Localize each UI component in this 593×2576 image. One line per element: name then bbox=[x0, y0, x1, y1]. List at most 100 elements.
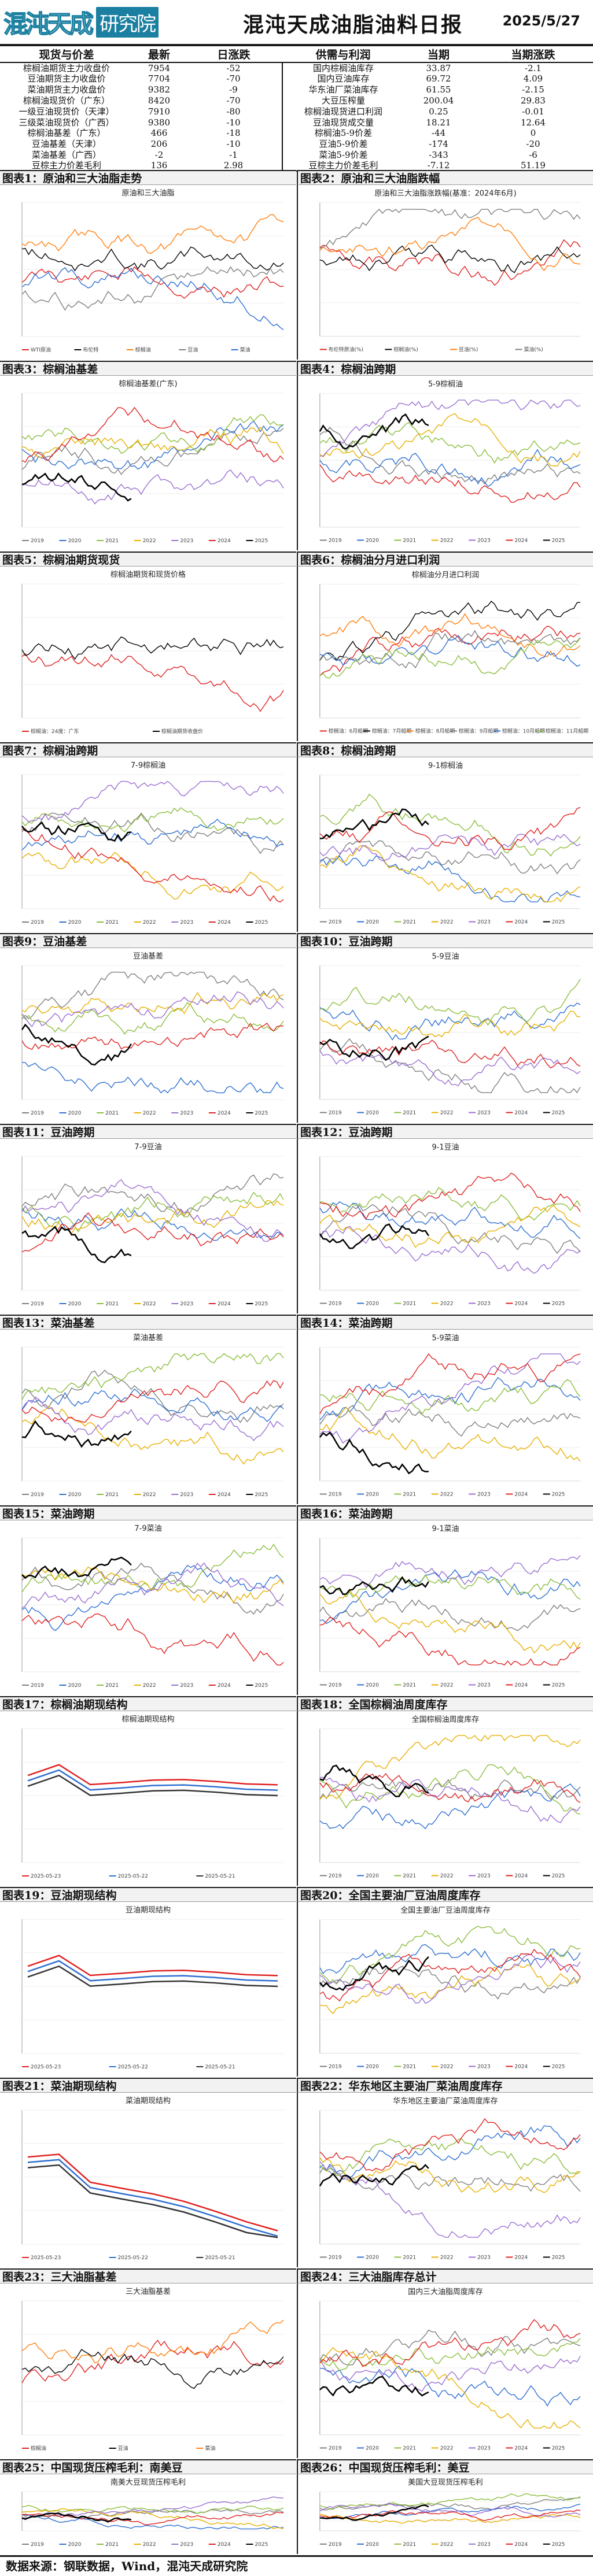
legend-label: 2025 bbox=[255, 1301, 268, 1307]
legend-label: 2025 bbox=[255, 920, 268, 926]
series-line bbox=[21, 991, 284, 1027]
chart-svg: 5-9豆油 2019 2020 2021 2022 2023 2024 2025 bbox=[297, 948, 593, 1123]
series-line bbox=[319, 1172, 581, 1220]
legend-label: 棕榈油 bbox=[135, 346, 151, 353]
legend-label: 2025 bbox=[255, 1111, 268, 1116]
series-line bbox=[319, 613, 581, 657]
figure-caption: 图表18：全国棕榈油周度库存 bbox=[297, 1696, 593, 1711]
legend-label: 2019 bbox=[31, 920, 44, 926]
legend-label: 2020 bbox=[68, 1111, 82, 1116]
series-line bbox=[319, 1574, 581, 1600]
legend-label: 2025-05-21 bbox=[205, 1874, 235, 1879]
series-line bbox=[21, 246, 284, 272]
legend-label: 棕榈油 bbox=[31, 2445, 46, 2452]
chart-svg: 国内三大油脂周度库存 2019 2020 2021 2022 2023 2024 2025 bbox=[297, 2283, 593, 2458]
legend-label: 2022 bbox=[143, 538, 156, 544]
legend-label: 2023 bbox=[477, 2255, 491, 2260]
series-line bbox=[21, 414, 284, 454]
legend-label: 2025 bbox=[552, 2445, 565, 2451]
series-line bbox=[319, 1764, 581, 1815]
logo: 混沌天成 研究院 bbox=[3, 5, 159, 39]
legend-label: 棕榈油：6月船期 bbox=[329, 727, 368, 734]
legend-label: 2020 bbox=[68, 2542, 82, 2548]
summary-cell: 7954 bbox=[148, 63, 171, 73]
series-line bbox=[319, 1226, 581, 1274]
chart-svg: 豆油基差 2019 2020 2021 2022 2023 2024 2025 bbox=[0, 948, 296, 1123]
chart-title: 菜油基差 bbox=[133, 1334, 163, 1342]
chart-title: 5-9菜油 bbox=[432, 1334, 459, 1343]
figure-23: 图表23：三大油脂基差 三大油脂基差 棕榈油 豆油 菜油 bbox=[0, 2268, 296, 2458]
figure-caption: 图表8：棕榈油跨期 bbox=[297, 742, 593, 757]
figure-caption: 图表14：菜油跨期 bbox=[297, 1315, 593, 1330]
figure-20: 图表20：全国主要油厂豆油周度库存 全国主要油厂豆油周度库存 2019 2020 202… bbox=[297, 1887, 593, 2077]
legend-label: 2023 bbox=[477, 538, 491, 543]
series-line bbox=[319, 2161, 581, 2238]
series-line bbox=[319, 834, 581, 861]
figure-caption: 图表5：棕榈油期货现货 bbox=[0, 552, 296, 567]
legend-label: 2021 bbox=[403, 1682, 416, 1688]
chart-svg: 全国棕榈油周度库存 2019 2020 2021 2022 2023 2024 2025 bbox=[297, 1711, 593, 1886]
series-line bbox=[21, 2504, 284, 2514]
series-line bbox=[319, 1011, 581, 1038]
series-line bbox=[319, 2493, 581, 2510]
summary-cell: 大豆压榨量 bbox=[282, 95, 404, 106]
series-line bbox=[319, 1588, 581, 1654]
series-line bbox=[319, 1948, 581, 2002]
legend-label: 2024 bbox=[514, 1873, 528, 1879]
right-header-0: 供需与利润 bbox=[282, 46, 404, 63]
series-line bbox=[21, 828, 284, 903]
series-line bbox=[21, 2512, 132, 2523]
figure-caption: 图表9：豆油基差 bbox=[0, 933, 296, 948]
series-line bbox=[27, 1955, 278, 1977]
summary-cell: 棕榈油期货主力收盘价 bbox=[23, 63, 110, 73]
figure-22: 图表22：华东地区主要油厂菜油周度库存 华东地区主要油厂菜油周度库存 2019 202… bbox=[297, 2078, 593, 2267]
legend-label: 2021 bbox=[403, 1301, 416, 1306]
legend-label: 2025 bbox=[552, 1301, 565, 1306]
series-line bbox=[319, 1954, 581, 2004]
chart-title: 棕榈油分月进口利润 bbox=[412, 571, 479, 580]
series-line bbox=[319, 2375, 429, 2397]
chart-svg: 5-9菜油 2019 2020 2021 2022 2023 2024 2025 bbox=[297, 1330, 593, 1504]
series-line bbox=[319, 2138, 581, 2176]
legend-label: 布伦特原油(%) bbox=[329, 346, 363, 353]
legend-label: 2023 bbox=[477, 919, 491, 925]
figure-caption: 图表20：全国主要油厂豆油周度库存 bbox=[297, 1887, 593, 1902]
chart-svg: 豆油期现结构 2025-05-23 2025-05-22 2025-05-21 bbox=[0, 1902, 296, 2077]
chart-svg: 全国主要油厂豆油周度库存 2019 2020 2021 2022 2023 2024 2025 bbox=[297, 1902, 593, 2077]
series-line bbox=[319, 1598, 581, 1631]
chart-title: 全国主要油厂豆油周度库存 bbox=[400, 1906, 490, 1915]
series-line bbox=[319, 421, 581, 464]
series-line bbox=[21, 214, 284, 254]
legend-label: 2024 bbox=[514, 2542, 528, 2548]
series-line bbox=[21, 653, 284, 712]
series-line bbox=[319, 1050, 581, 1087]
summary-table: 现货与价差 最新 日涨跌 供需与利润 当期 当期涨跌 棕榈油期货主力收盘价 7954 -52 国… bbox=[0, 46, 593, 172]
series-line bbox=[319, 1353, 581, 1414]
figure-caption: 图表12：豆油跨期 bbox=[297, 1124, 593, 1139]
legend-label: 2025-05-21 bbox=[205, 2255, 235, 2261]
legend-label: 2022 bbox=[143, 1301, 156, 1307]
chart-svg: 原油和三大油脂涨跌幅(基准：2024年6月) 布伦特原油(%) 棕榈油(%) 豆油(%… bbox=[297, 185, 593, 360]
series-line bbox=[319, 2365, 581, 2407]
figure-caption: 图表13：菜油基差 bbox=[0, 1315, 296, 1330]
legend-label: 2020 bbox=[68, 1301, 82, 1307]
legend-label: 2025-05-22 bbox=[118, 2064, 148, 2070]
series-line bbox=[21, 1200, 284, 1234]
series-line bbox=[21, 1353, 284, 1400]
legend-label: 2025 bbox=[552, 1110, 565, 1116]
figure-13: 图表13：菜油基差 菜油基差 2019 2020 2021 2022 2023 2024 202… bbox=[0, 1315, 296, 1504]
legend-label: 2019 bbox=[31, 1492, 44, 1498]
figure-caption: 图表3：棕榈油基差 bbox=[0, 361, 296, 376]
legend-label: 棕榈油：10月船期 bbox=[502, 727, 545, 734]
summary-header-row: 现货与价差 最新 日涨跌 供需与利润 当期 当期涨跌 bbox=[0, 46, 593, 63]
chart-title: 5-9棕榈油 bbox=[428, 380, 463, 389]
legend-label: 2022 bbox=[143, 1111, 156, 1116]
legend-label: 2022 bbox=[440, 919, 454, 925]
legend-label: 2023 bbox=[477, 1491, 491, 1497]
series-line bbox=[21, 420, 284, 470]
summary-cell: 9380 bbox=[148, 117, 171, 128]
legend-label: 2024 bbox=[514, 2064, 528, 2070]
legend-label: 2024 bbox=[218, 1111, 231, 1116]
chart-title: 9-1菜油 bbox=[432, 1525, 459, 1534]
